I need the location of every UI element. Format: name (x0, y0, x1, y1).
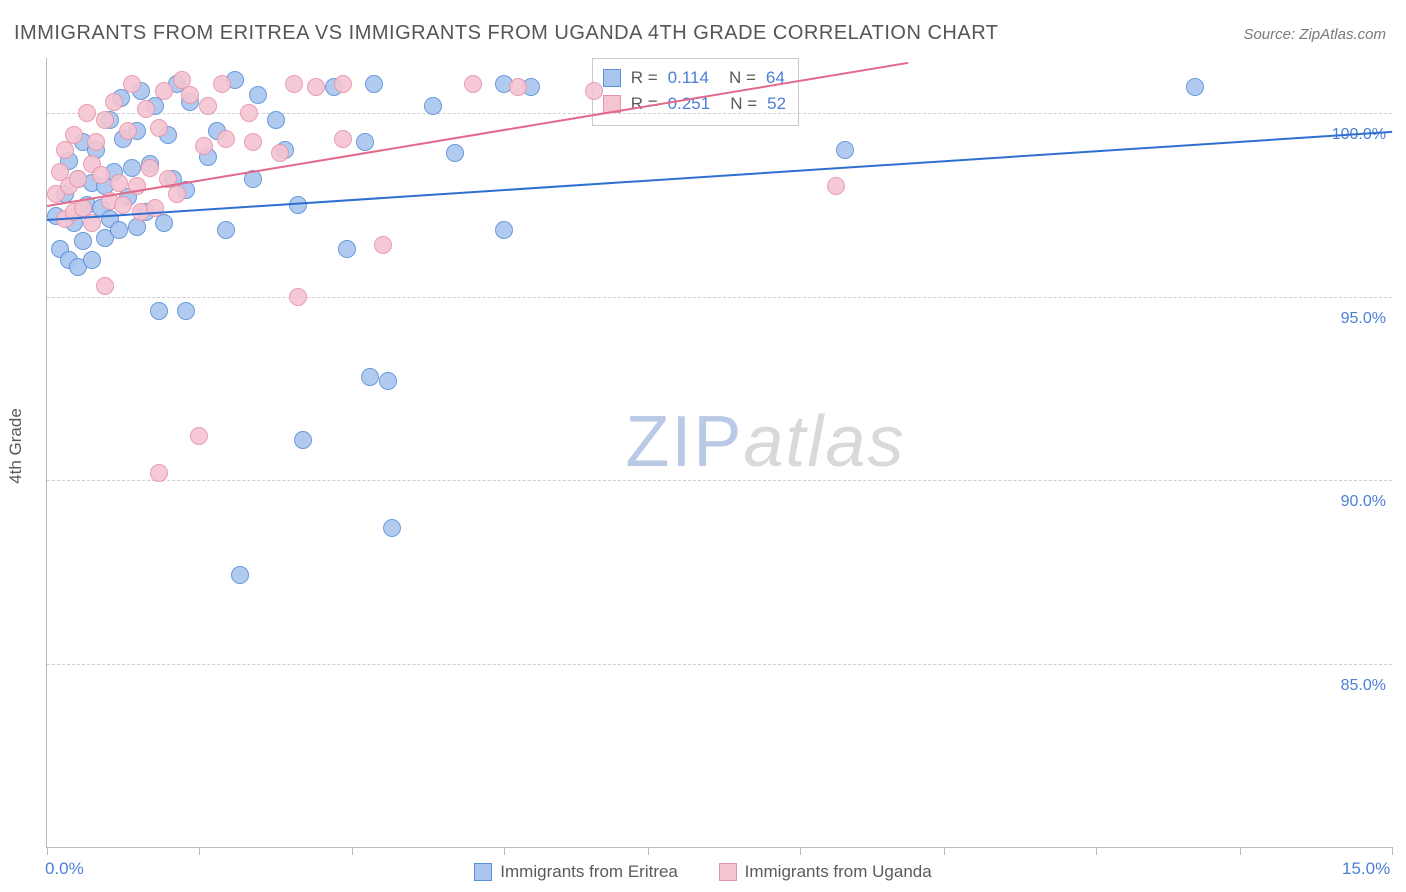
watermark-zip: ZIP (625, 402, 743, 482)
scatter-point (96, 111, 114, 129)
y-axis-label: 4th Grade (6, 408, 26, 484)
scatter-point (155, 82, 173, 100)
legend-label-2: Immigrants from Uganda (745, 862, 932, 882)
chart-title: IMMIGRANTS FROM ERITREA VS IMMIGRANTS FR… (14, 22, 999, 45)
scatter-point (96, 277, 114, 295)
scatter-point (307, 78, 325, 96)
scatter-point (267, 111, 285, 129)
scatter-point (379, 372, 397, 390)
stat-swatch-1 (603, 69, 621, 87)
scatter-point (365, 75, 383, 93)
scatter-point (83, 251, 101, 269)
scatter-point (199, 97, 217, 115)
source-attribution: Source: ZipAtlas.com (1243, 26, 1386, 43)
scatter-point (92, 166, 110, 184)
scatter-point (361, 368, 379, 386)
x-tick-mark (648, 847, 649, 855)
scatter-point (65, 126, 83, 144)
legend-swatch-1 (474, 863, 492, 881)
plot-wrap: R = 0.114 N = 64 R = 0.251 N = 52 ZIPatl… (46, 58, 1392, 848)
scatter-point (356, 133, 374, 151)
scatter-point (424, 97, 442, 115)
scatter-point (334, 130, 352, 148)
plot-area: R = 0.114 N = 64 R = 0.251 N = 52 ZIPatl… (46, 58, 1392, 848)
legend-swatch-2 (719, 863, 737, 881)
watermark-atlas: atlas (743, 402, 905, 482)
scatter-point (271, 144, 289, 162)
scatter-point (137, 100, 155, 118)
scatter-point (285, 75, 303, 93)
x-tick-mark (199, 847, 200, 855)
stat-r-value-1: 0.114 (668, 65, 709, 91)
scatter-point (168, 185, 186, 203)
scatter-point (119, 122, 137, 140)
scatter-point (464, 75, 482, 93)
watermark: ZIPatlas (625, 401, 905, 483)
scatter-point (585, 82, 603, 100)
scatter-point (110, 221, 128, 239)
scatter-point (217, 221, 235, 239)
scatter-point (374, 236, 392, 254)
grid-line (47, 664, 1392, 665)
scatter-point (150, 119, 168, 137)
scatter-point (446, 144, 464, 162)
legend-item-1: Immigrants from Eritrea (474, 862, 678, 882)
y-tick-label: 90.0% (1341, 493, 1386, 511)
x-tick-mark (1096, 847, 1097, 855)
stat-n-value-1: 64 (766, 65, 785, 91)
stat-r-label-1: R = (631, 65, 658, 91)
y-tick-label: 95.0% (1341, 310, 1386, 328)
scatter-point (217, 130, 235, 148)
x-tick-mark (47, 847, 48, 855)
scatter-point (114, 196, 132, 214)
x-tick-mark (800, 847, 801, 855)
scatter-point (146, 199, 164, 217)
scatter-point (249, 86, 267, 104)
scatter-point (240, 104, 258, 122)
scatter-point (495, 221, 513, 239)
scatter-point (334, 75, 352, 93)
scatter-point (213, 75, 231, 93)
scatter-point (289, 288, 307, 306)
scatter-point (836, 141, 854, 159)
scatter-point (150, 464, 168, 482)
scatter-point (123, 75, 141, 93)
scatter-point (231, 566, 249, 584)
legend-label-1: Immigrants from Eritrea (500, 862, 678, 882)
scatter-point (294, 431, 312, 449)
x-tick-mark (504, 847, 505, 855)
scatter-point (338, 240, 356, 258)
scatter-point (78, 104, 96, 122)
scatter-point (509, 78, 527, 96)
grid-line (47, 480, 1392, 481)
scatter-point (87, 133, 105, 151)
x-tick-mark (944, 847, 945, 855)
scatter-point (105, 93, 123, 111)
scatter-point (74, 232, 92, 250)
scatter-point (181, 86, 199, 104)
scatter-point (177, 302, 195, 320)
scatter-point (141, 159, 159, 177)
y-tick-label: 85.0% (1341, 677, 1386, 695)
x-tick-mark (1240, 847, 1241, 855)
scatter-point (244, 133, 262, 151)
scatter-point (1186, 78, 1204, 96)
x-tick-mark (352, 847, 353, 855)
scatter-point (150, 302, 168, 320)
scatter-point (69, 170, 87, 188)
legend: Immigrants from Eritrea Immigrants from … (0, 862, 1406, 886)
grid-line (47, 297, 1392, 298)
scatter-point (110, 174, 128, 192)
scatter-point (383, 519, 401, 537)
correlation-stat-box: R = 0.114 N = 64 R = 0.251 N = 52 (592, 58, 799, 126)
scatter-point (195, 137, 213, 155)
x-tick-mark (1392, 847, 1393, 855)
legend-item-2: Immigrants from Uganda (719, 862, 932, 882)
scatter-point (123, 159, 141, 177)
scatter-point (190, 427, 208, 445)
scatter-point (827, 177, 845, 195)
